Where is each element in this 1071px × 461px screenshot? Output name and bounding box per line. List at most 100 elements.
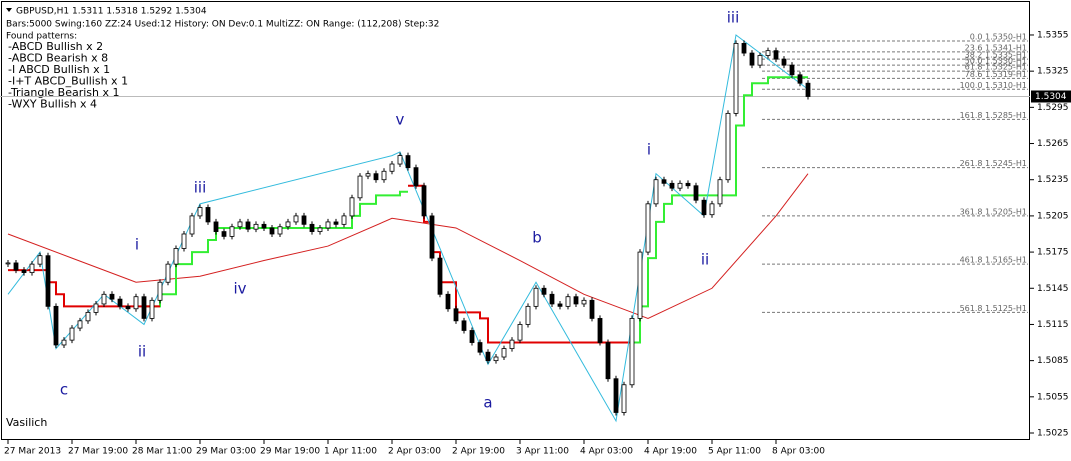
- pattern: -I+T ABCD_Bullish x 1: [8, 75, 128, 88]
- wave-label: v: [396, 111, 405, 129]
- fib-label: 50.0 1.5330-H1: [965, 57, 1027, 66]
- wave-label: b: [532, 229, 542, 247]
- menu-arrow: [6, 8, 12, 12]
- candle: [109, 293, 115, 300]
- fib-label: 0.0 1.5350-H1: [970, 33, 1027, 42]
- candle: [469, 330, 475, 343]
- candle: [709, 203, 715, 216]
- x-tick-label: 29 Mar 03:00: [196, 447, 256, 457]
- fib-label: 461.8 1.5165-H1: [960, 256, 1027, 265]
- candle: [557, 303, 563, 307]
- candle: [421, 185, 427, 217]
- fib-label: 23.6 1.5341-H1: [965, 43, 1027, 52]
- candle: [133, 296, 139, 310]
- candle: [69, 327, 75, 341]
- x-tick-label: 1 Apr 11:00: [324, 447, 377, 457]
- fib-label: 161.8 1.5285-H1: [960, 111, 1027, 120]
- fib-label: 38.2 1.5335-H1: [965, 51, 1027, 60]
- candle: [589, 299, 595, 319]
- pattern: -I ABCD Bullish x 1: [8, 63, 110, 76]
- candle: [85, 311, 91, 322]
- candle: [525, 305, 531, 325]
- wave-label: iii: [194, 179, 207, 197]
- x-tick-label: 4 Apr 03:00: [580, 447, 633, 457]
- info: Bars:5000 Swing:160 ZZ:24 Used:12 Histor…: [6, 20, 439, 30]
- candle: [565, 296, 571, 307]
- wave-label: a: [483, 394, 492, 412]
- candle: [309, 223, 315, 232]
- candle: [373, 173, 379, 181]
- candle: [581, 299, 587, 305]
- candle: [637, 251, 643, 319]
- candle: [493, 356, 499, 362]
- candle: [125, 305, 131, 310]
- candle: [333, 221, 339, 225]
- candle: [749, 52, 755, 66]
- candle: [533, 287, 539, 307]
- candle: [485, 351, 491, 362]
- wave-label: i: [647, 141, 651, 159]
- candle: [725, 112, 731, 181]
- candle: [621, 384, 627, 413]
- wave-label: i: [135, 236, 139, 254]
- candle: [429, 215, 435, 259]
- x-tick-label: 3 Apr 11:00: [516, 447, 569, 457]
- candle: [61, 339, 67, 346]
- candle: [477, 342, 483, 353]
- candle: [397, 155, 403, 165]
- candle: [741, 43, 747, 54]
- candle: [93, 303, 99, 313]
- pattern: -ABCD Bullish x 2: [8, 40, 103, 53]
- candle: [805, 82, 811, 97]
- candle: [733, 43, 739, 114]
- y-tick-label: 1.5085: [1037, 356, 1069, 366]
- candle: [573, 296, 579, 305]
- y-tick-label: 1.5115: [1037, 320, 1069, 330]
- candle: [5, 262, 11, 265]
- candle: [757, 55, 763, 66]
- candle: [357, 175, 363, 199]
- x-tick-label: 5 Apr 11:00: [708, 447, 761, 457]
- candle: [517, 324, 523, 341]
- candle: [149, 299, 155, 319]
- candle: [653, 179, 659, 205]
- fib-label: 361.8 1.5205-H1: [960, 207, 1027, 216]
- plot-frame: [1, 1, 1030, 440]
- x-tick-label: 2 Apr 03:00: [388, 447, 441, 457]
- fib-label: 561.8 1.5125-H1: [960, 304, 1027, 313]
- y-tick-label: 1.5055: [1037, 392, 1069, 402]
- candle: [197, 207, 203, 217]
- y-tick-label: 1.5145: [1037, 284, 1069, 294]
- fib-label: 261.8 1.5245-H1: [960, 159, 1027, 168]
- candle: [213, 221, 219, 232]
- wave-label: c: [60, 381, 68, 399]
- wave-label: ii: [701, 251, 709, 269]
- candle: [29, 263, 35, 273]
- candle: [269, 227, 275, 235]
- candle: [765, 50, 771, 56]
- patterns-title: Found patterns:: [6, 32, 77, 42]
- candle: [253, 223, 259, 230]
- header: GBPUSD,H1 1.5311 1.5318 1.5292 1.5304: [16, 7, 207, 17]
- candle: [141, 296, 147, 319]
- candle: [365, 173, 371, 177]
- y-tick-label: 1.5175: [1037, 248, 1069, 258]
- candle: [285, 221, 291, 228]
- candle: [613, 378, 619, 413]
- candle: [13, 262, 19, 271]
- candle: [597, 318, 603, 343]
- candle: [229, 226, 235, 237]
- author: Vasilich: [6, 416, 47, 429]
- candle: [349, 197, 355, 217]
- candle: [693, 185, 699, 201]
- x-tick-label: 27 Mar 2013: [4, 447, 61, 457]
- candle: [413, 167, 419, 187]
- candle: [645, 203, 651, 253]
- fib-label: 61.8 1.5325-H1: [965, 63, 1027, 72]
- candle: [661, 179, 667, 184]
- candle: [669, 182, 675, 189]
- candle: [501, 348, 507, 358]
- candle: [797, 74, 803, 84]
